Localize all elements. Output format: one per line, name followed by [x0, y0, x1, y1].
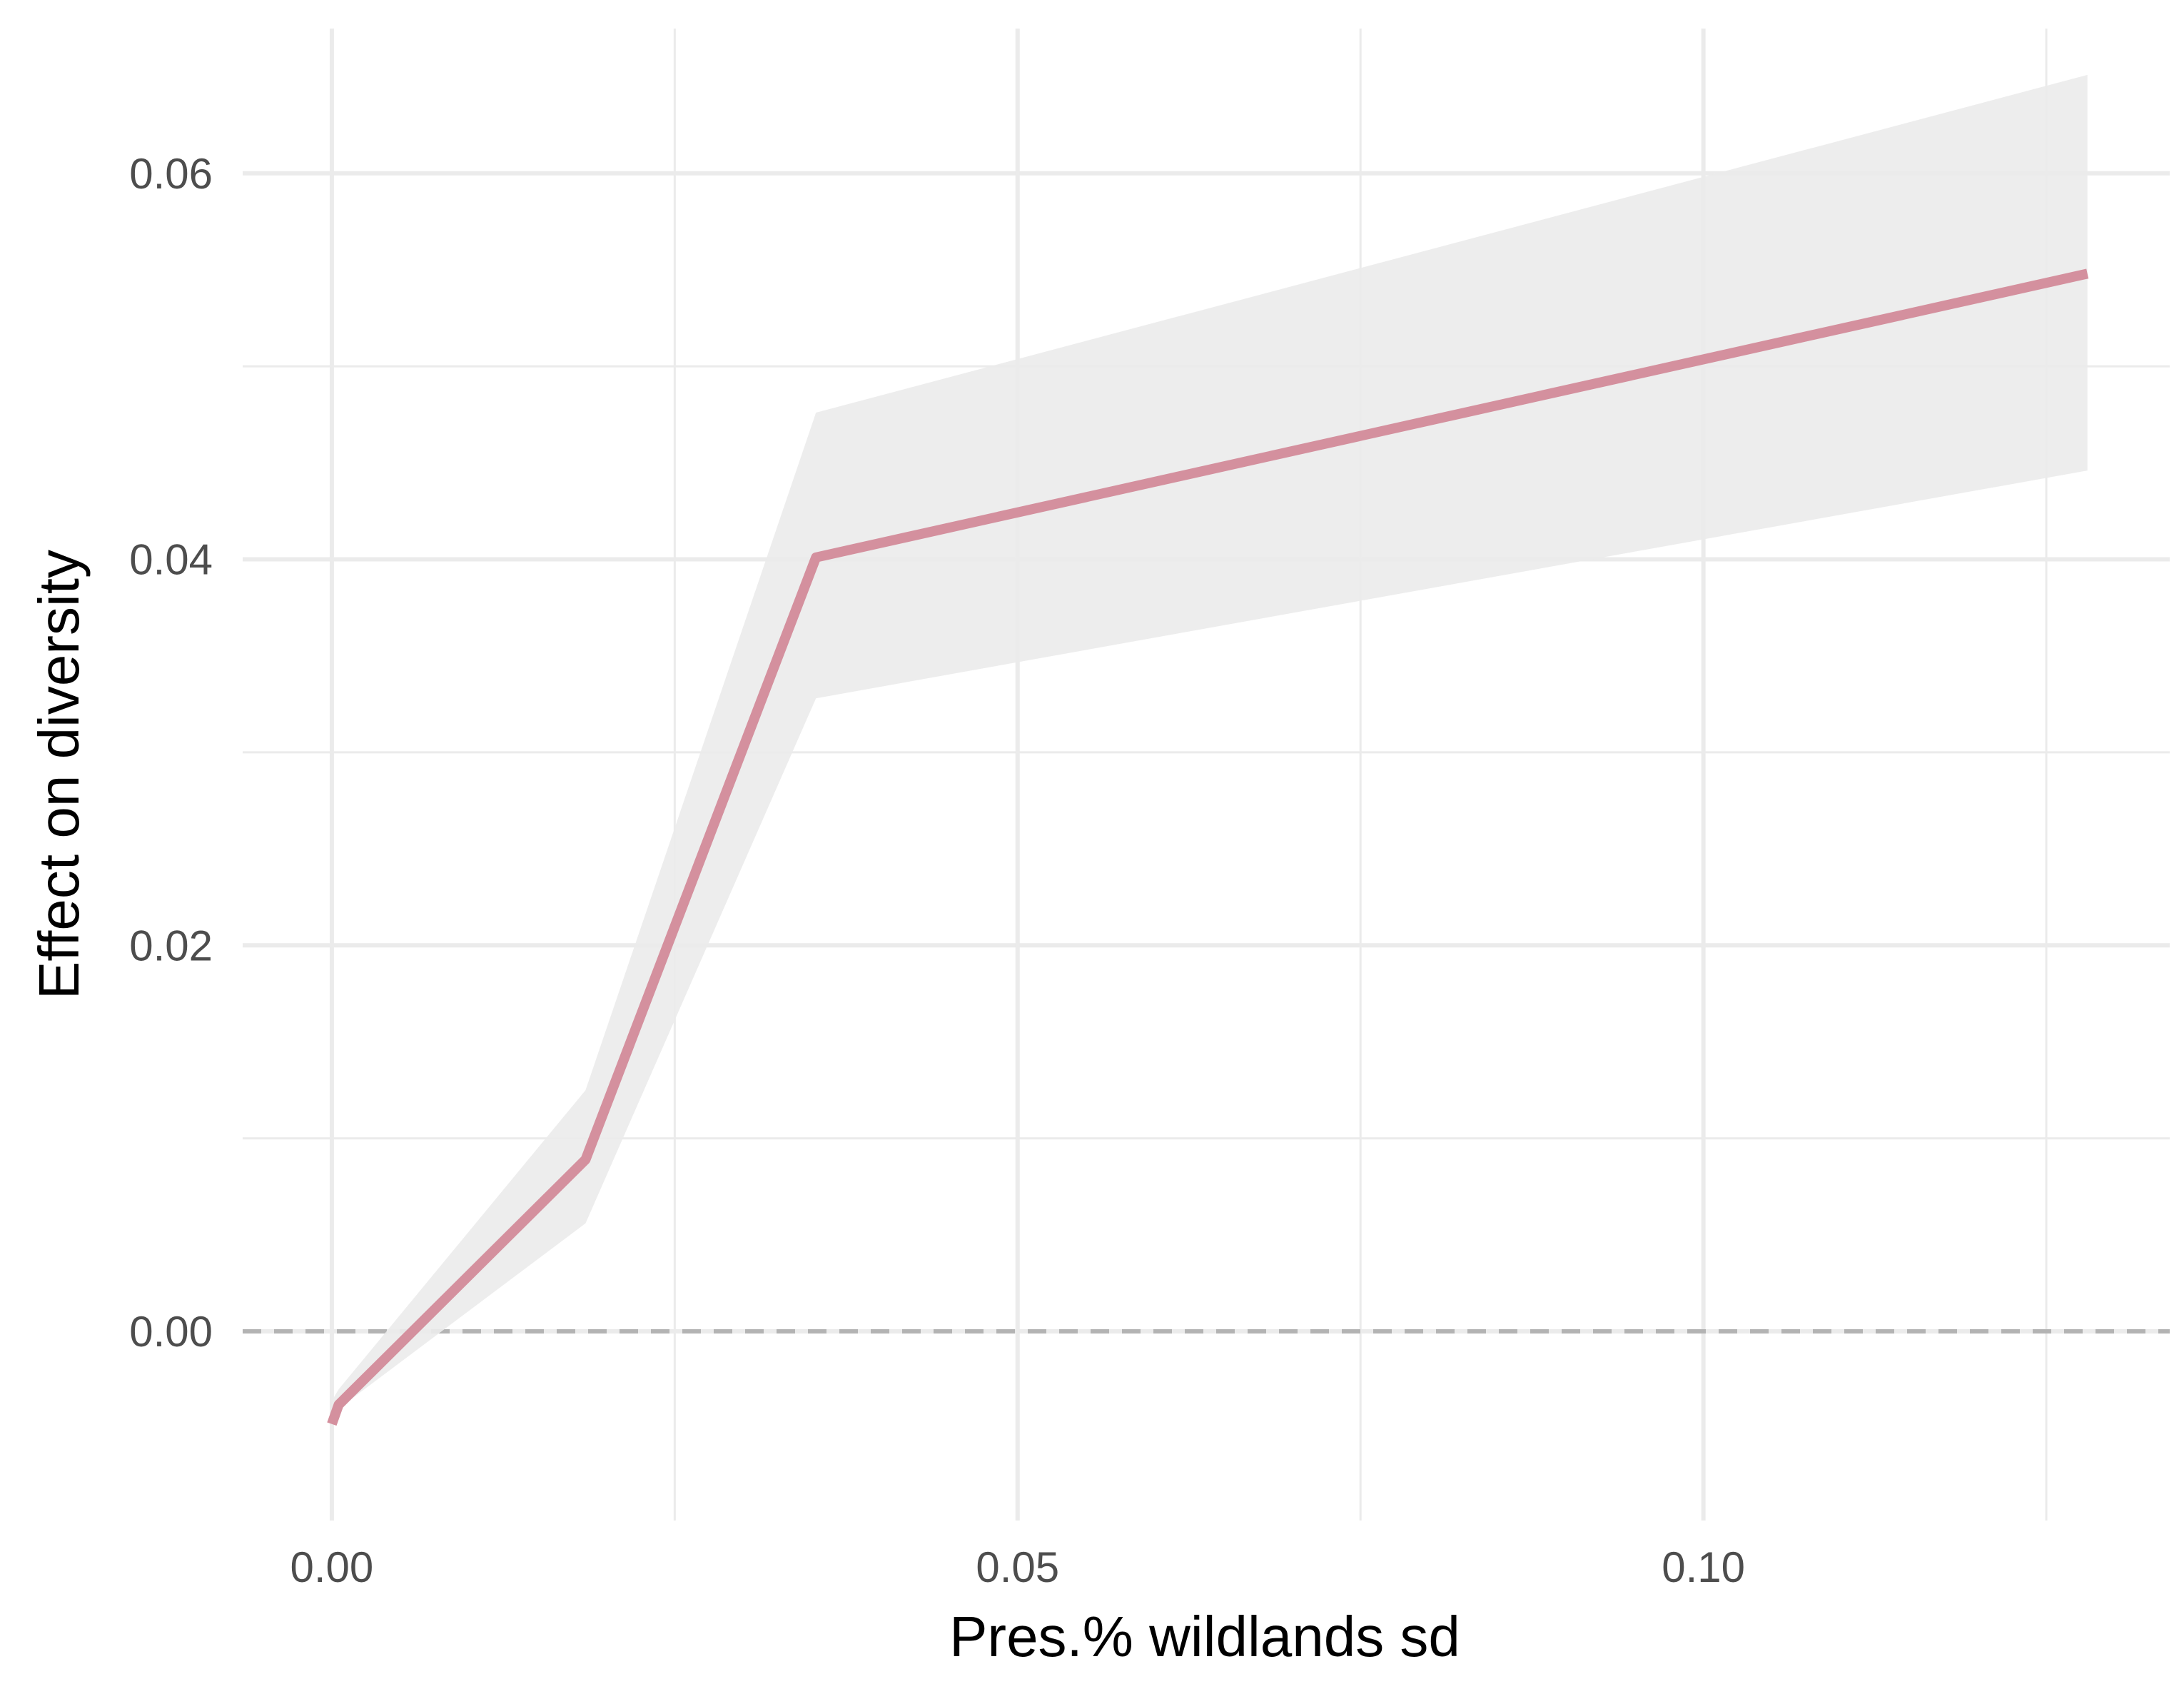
confidence-ribbon — [331, 74, 2088, 1421]
y-tick-label: 0.04 — [129, 536, 213, 584]
ci-ribbon — [331, 74, 2088, 1421]
x-tick-label: 0.10 — [1662, 1543, 1745, 1591]
y-axis-title: Effect on diversity — [27, 550, 91, 999]
x-tick-label: 0.05 — [976, 1543, 1059, 1591]
x-tick-label: 0.00 — [290, 1543, 374, 1591]
y-tick-label: 0.00 — [129, 1308, 213, 1356]
effect-line — [327, 268, 2089, 1426]
y-tick-label: 0.02 — [129, 922, 213, 969]
series-line — [327, 268, 2089, 1426]
x-axis-title: Pres.% wildlands sd — [949, 1605, 1460, 1668]
x-axis-tick-labels: 0.00 0.05 0.10 — [290, 1543, 1745, 1591]
y-axis-tick-labels: 0.00 0.02 0.04 0.06 — [129, 150, 213, 1356]
y-tick-label: 0.06 — [129, 150, 213, 198]
